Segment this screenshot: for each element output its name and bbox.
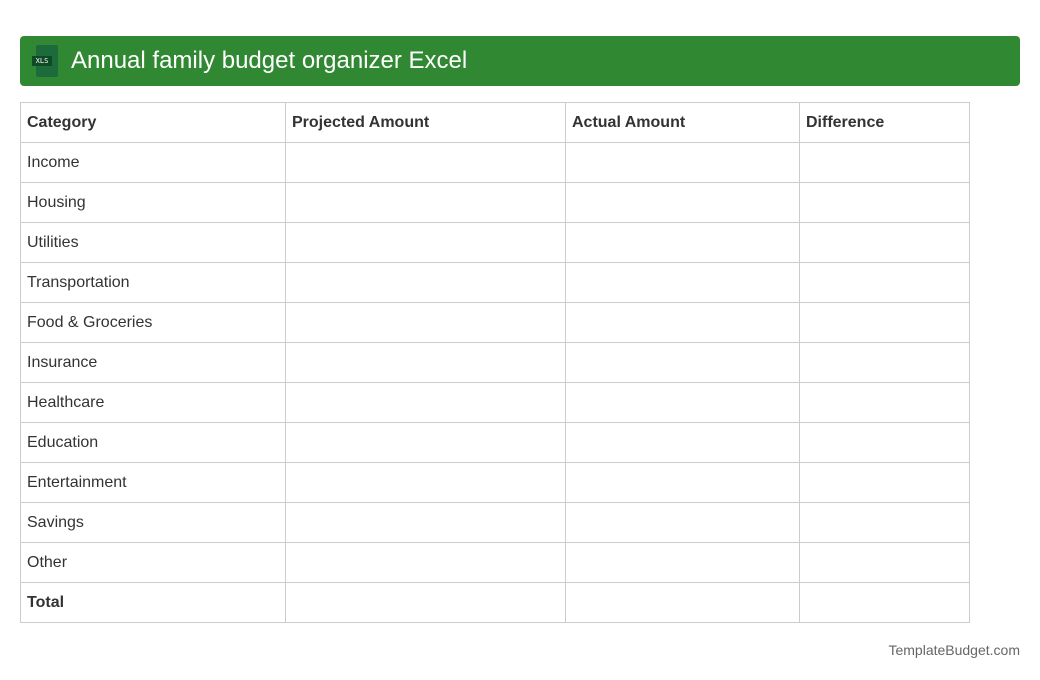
projected-cell[interactable] [285, 502, 566, 543]
category-cell: Housing [20, 182, 286, 223]
actual-cell[interactable] [565, 462, 800, 503]
projected-cell[interactable] [285, 182, 566, 223]
column-header: Category [20, 102, 286, 143]
category-cell: Education [20, 422, 286, 463]
projected-cell[interactable] [285, 302, 566, 343]
difference-cell[interactable] [799, 542, 970, 583]
projected-cell[interactable] [285, 142, 566, 183]
actual-cell[interactable] [565, 142, 800, 183]
projected-cell[interactable] [285, 262, 566, 303]
category-cell: Insurance [20, 342, 286, 383]
category-cell: Healthcare [20, 382, 286, 423]
title-bar: XLS Annual family budget organizer Excel [20, 36, 1020, 86]
actual-cell[interactable] [565, 262, 800, 303]
category-cell: Food & Groceries [20, 302, 286, 343]
category-cell: Income [20, 142, 286, 183]
category-cell: Total [20, 582, 286, 623]
table-row: Transportation [20, 262, 970, 303]
table-row: Total [20, 582, 970, 623]
table-row: Healthcare [20, 382, 970, 423]
table-row: Income [20, 142, 970, 183]
excel-file-icon: XLS [32, 45, 60, 77]
table-row: Food & Groceries [20, 302, 970, 343]
table-header-row: Category Projected Amount Actual Amount … [20, 102, 970, 143]
projected-cell[interactable] [285, 582, 566, 623]
difference-cell[interactable] [799, 582, 970, 623]
column-header: Projected Amount [285, 102, 566, 143]
actual-cell[interactable] [565, 502, 800, 543]
column-header: Difference [799, 102, 970, 143]
projected-cell[interactable] [285, 422, 566, 463]
footer-brand: TemplateBudget.com [888, 642, 1020, 658]
category-cell: Transportation [20, 262, 286, 303]
actual-cell[interactable] [565, 582, 800, 623]
projected-cell[interactable] [285, 222, 566, 263]
projected-cell[interactable] [285, 382, 566, 423]
budget-table: Category Projected Amount Actual Amount … [20, 102, 970, 623]
difference-cell[interactable] [799, 222, 970, 263]
category-cell: Savings [20, 502, 286, 543]
difference-cell[interactable] [799, 182, 970, 223]
category-cell: Entertainment [20, 462, 286, 503]
actual-cell[interactable] [565, 302, 800, 343]
projected-cell[interactable] [285, 462, 566, 503]
table-row: Insurance [20, 342, 970, 383]
column-header: Actual Amount [565, 102, 800, 143]
table-row: Housing [20, 182, 970, 223]
table-row: Other [20, 542, 970, 583]
difference-cell[interactable] [799, 462, 970, 503]
actual-cell[interactable] [565, 222, 800, 263]
actual-cell[interactable] [565, 342, 800, 383]
difference-cell[interactable] [799, 262, 970, 303]
projected-cell[interactable] [285, 342, 566, 383]
page-title: Annual family budget organizer Excel [71, 47, 468, 74]
difference-cell[interactable] [799, 342, 970, 383]
difference-cell[interactable] [799, 382, 970, 423]
difference-cell[interactable] [799, 302, 970, 343]
table-row: Savings [20, 502, 970, 543]
difference-cell[interactable] [799, 502, 970, 543]
table-row: Education [20, 422, 970, 463]
category-cell: Other [20, 542, 286, 583]
difference-cell[interactable] [799, 422, 970, 463]
actual-cell[interactable] [565, 382, 800, 423]
table-row: Entertainment [20, 462, 970, 503]
difference-cell[interactable] [799, 142, 970, 183]
actual-cell[interactable] [565, 422, 800, 463]
actual-cell[interactable] [565, 182, 800, 223]
actual-cell[interactable] [565, 542, 800, 583]
table-row: Utilities [20, 222, 970, 263]
category-cell: Utilities [20, 222, 286, 263]
projected-cell[interactable] [285, 542, 566, 583]
